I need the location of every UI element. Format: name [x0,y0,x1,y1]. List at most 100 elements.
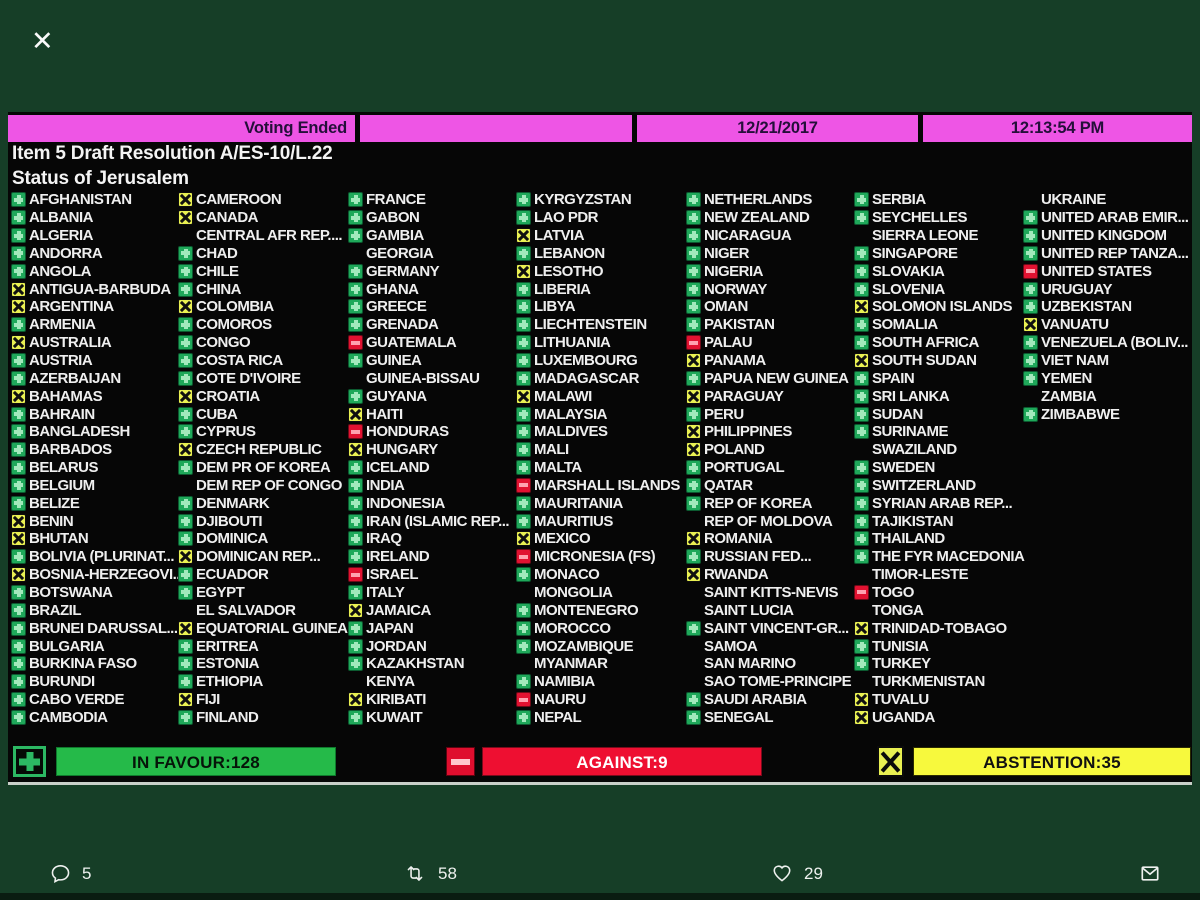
in-favour-vote-icon [178,263,193,279]
country-name: MOZAMBIQUE [534,637,634,655]
country-name: MONGOLIA [534,583,613,601]
in-favour-vote-icon [348,656,363,672]
country-row: BULGARIA [11,637,179,655]
country-name: TONGA [872,601,924,619]
against-legend-icon [446,747,475,776]
in-favour-vote-icon [854,424,869,440]
country-row: ESTONIA [178,655,346,673]
country-name: JAMAICA [366,601,431,619]
against-vote-icon [516,549,531,565]
country-row: MONTENEGRO [516,601,684,619]
abstention-vote-icon [348,602,363,618]
country-row: MAURITANIA [516,494,684,512]
country-row: PARAGUAY [686,387,854,405]
country-row: BENIN [11,512,179,530]
country-name: SAINT KITTS-NEVIS [704,583,839,601]
country-name: CZECH REPUBLIC [196,441,322,459]
country-row: BANGLADESH [11,423,179,441]
country-row: MONGOLIA [516,584,684,602]
voting-board: Voting Ended 12/21/2017 12:13:54 PM Item… [8,112,1192,785]
in-favour-vote-icon [686,709,701,725]
retweet-button[interactable]: 58 [403,863,457,884]
in-favour-vote-icon [178,353,193,369]
country-row: RUSSIAN FED... [686,548,854,566]
in-favour-vote-icon [11,263,26,279]
country-name: LITHUANIA [534,334,611,352]
abstention-vote-icon [178,549,193,565]
dm-button[interactable] [1139,863,1161,884]
abstention-vote-icon [686,353,701,369]
country-name: PALAU [704,334,753,352]
country-row: TOGO [854,584,1022,602]
country-name: BELGIUM [29,476,95,494]
country-row: CAMBODIA [11,708,179,726]
country-name: CUBA [196,405,238,423]
in-favour-vote-icon [1023,353,1038,369]
country-row: SPAIN [854,369,1022,387]
country-row: REP OF MOLDOVA [686,512,854,530]
country-name: MALAYSIA [534,405,607,423]
in-favour-vote-icon [516,424,531,440]
country-column: FRANCE GABON GAMBIA GEORGIA GERMANY GHANA GREE… [348,191,516,726]
country-row: INDIA [348,477,516,495]
country-row: FRANCE [348,191,516,209]
in-favour-vote-icon [516,281,531,297]
country-name: UKRAINE [1041,191,1106,209]
envelope-icon [1139,863,1161,884]
in-favour-vote-icon [854,388,869,404]
in-favour-vote-icon [348,353,363,369]
in-favour-vote-icon [11,370,26,386]
voting-date: 12/21/2017 [637,115,918,142]
like-button[interactable]: 29 [771,863,823,884]
country-row: CHILE [178,262,346,280]
country-name: SERBIA [872,191,926,209]
country-row: DEM PR OF KOREA [178,459,346,477]
country-name: GUYANA [366,387,427,405]
in-favour-vote-icon [348,263,363,279]
in-favour-vote-icon [11,638,26,654]
country-name: CONGO [196,334,251,352]
in-favour-vote-icon [686,192,701,208]
close-icon[interactable]: ✕ [31,26,54,56]
against-vote-icon [854,584,869,600]
country-name: SUDAN [872,405,923,423]
country-name: INDONESIA [366,494,445,512]
in-favour-vote-icon [686,477,701,493]
country-name: TAJIKISTAN [872,512,954,530]
country-name: BELIZE [29,494,80,512]
country-name: SINGAPORE [872,244,958,262]
in-favour-vote-icon [516,245,531,261]
abstention-vote-icon [11,299,26,315]
country-row: JAPAN [348,619,516,637]
country-name: BULGARIA [29,637,105,655]
country-name: NEPAL [534,708,582,726]
country-row: GRENADA [348,316,516,334]
country-name: EL SALVADOR [196,601,296,619]
country-row: AFGHANISTAN [11,191,179,209]
country-name: AUSTRIA [29,352,93,370]
in-favour-vote-icon [11,424,26,440]
in-favour-vote-icon [854,210,869,226]
retweet-icon [403,863,427,884]
in-favour-vote-icon [178,584,193,600]
country-name: MYANMAR [534,655,608,673]
country-row: HAITI [348,405,516,423]
country-row: ZAMBIA [1023,387,1200,405]
country-name: UGANDA [872,708,935,726]
country-row: UKRAINE [1023,191,1200,209]
country-row: DOMINICA [178,530,346,548]
country-row: PORTUGAL [686,459,854,477]
country-name: PORTUGAL [704,459,785,477]
reply-button[interactable]: 5 [50,863,91,884]
country-name: IRAN (ISLAMIC REP... [366,512,510,530]
country-name: HAITI [366,405,403,423]
country-name: SAO TOME-PRINCIPE [704,673,852,691]
country-row: LATVIA [516,227,684,245]
country-name: CAMEROON [196,191,282,209]
country-row: ANGOLA [11,262,179,280]
country-name: SLOVENIA [872,280,945,298]
country-row: NIGER [686,245,854,263]
country-row: CROATIA [178,387,346,405]
in-favour-vote-icon [178,335,193,351]
country-row: DJIBOUTI [178,512,346,530]
